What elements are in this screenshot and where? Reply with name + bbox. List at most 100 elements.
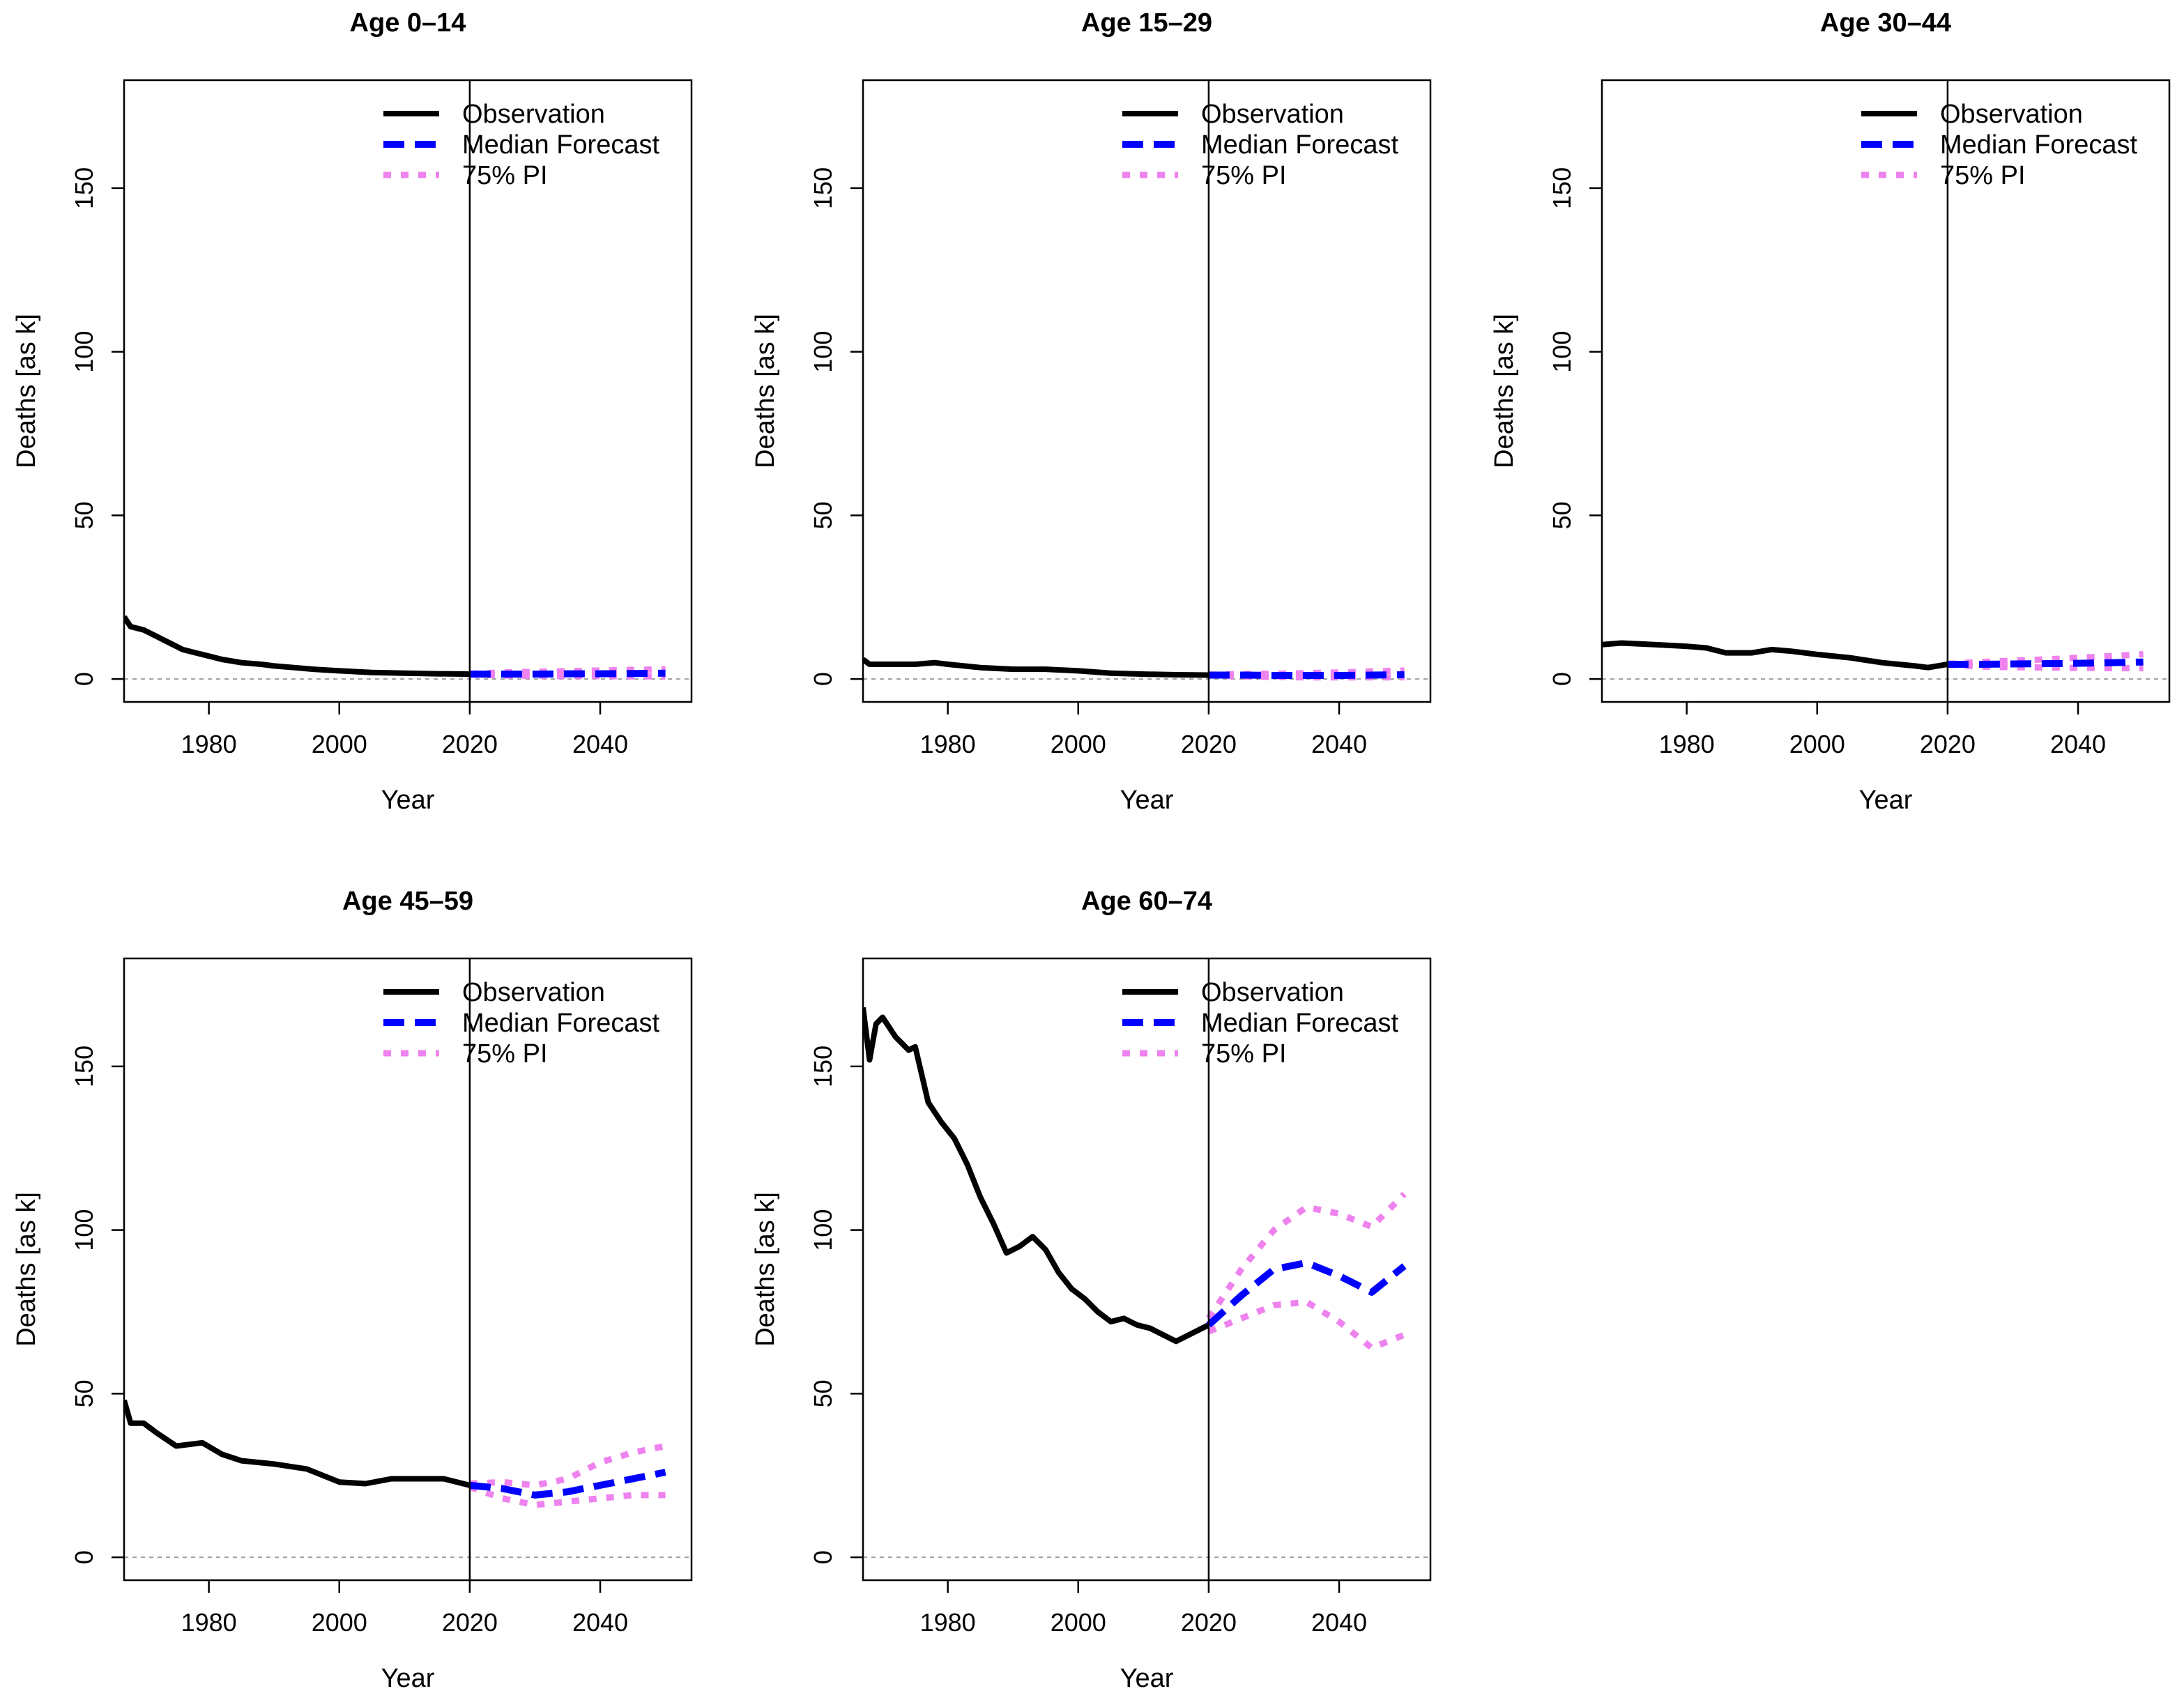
legend-entry-1: Observation [462,100,605,129]
x-axis-label: Year [1120,786,1174,815]
series-observation [863,1007,1210,1345]
y-tick-label: 0 [1548,672,1576,686]
legend-entry-1: Observation [1201,100,1344,129]
plot-area [124,1399,666,1508]
y-tick-label: 100 [809,1209,837,1251]
series-observation [124,615,470,678]
x-tick-label: 1980 [181,1608,237,1637]
x-tick-label: 1980 [181,730,237,758]
panel-title: Age 30–44 [1820,8,1951,38]
x-tick-label: 2020 [1181,1608,1237,1637]
panel-title: Age 45–59 [342,887,473,916]
legend-entry-2: Median Forecast [1201,1009,1398,1038]
legend-entry-3: 75% PI [1940,161,2026,190]
chart-panel-3: Age 30–44 1980 2000 2020 2040 0 50 100 150 Year De… [1490,8,2171,815]
x-tick-label: 2000 [1789,730,1845,758]
chart-panel-5: Age 60–74 1980 2000 2020 2040 0 50 100 150 Year De… [751,887,1432,1693]
series-75-pi-lower [1207,1299,1406,1352]
panel-title: Age 0–14 [350,8,466,38]
y-tick-label: 50 [70,1379,98,1407]
legend-entry-2: Median Forecast [1201,130,1398,160]
series-75-pi-upper [469,666,666,678]
legend-entry-3: 75% PI [1201,161,1287,190]
x-tick-label: 2000 [312,1608,367,1637]
x-tick-label: 2040 [572,1608,628,1637]
y-tick-label: 50 [809,501,837,529]
series-median-forecast [1206,1259,1407,1328]
chart-panel-2: Age 15–29 1980 2000 2020 2040 0 50 100 150 Year De… [751,8,1432,815]
series-observation [863,657,1209,678]
legend-entry-1: Observation [462,978,605,1007]
y-tick-label: 150 [809,1046,837,1087]
plot-frame [123,957,693,1582]
x-tick-label: 2040 [572,730,628,758]
series-observation [124,1399,471,1488]
x-tick-label: 2020 [442,1608,498,1637]
panel-title: Age 15–29 [1081,8,1212,38]
series-75-pi-upper [1947,651,2144,667]
series-75-pi-upper [1206,1191,1407,1320]
legend-entry-1: Observation [1201,978,1344,1007]
x-tick-label: 2020 [1181,730,1237,758]
x-axis-label: Year [381,786,435,815]
x-tick-label: 1980 [920,730,976,758]
y-tick-label: 0 [70,1550,98,1564]
x-tick-label: 2000 [1051,730,1106,758]
panel-title: Age 60–74 [1081,887,1212,916]
plot-frame [1601,79,2171,703]
x-tick-label: 2020 [1920,730,1976,758]
y-tick-label: 100 [70,1209,98,1251]
plot-frame [862,79,1432,703]
x-tick-label: 2040 [1311,1608,1367,1637]
y-tick-label: 0 [809,1550,837,1564]
plot-frame [123,79,693,703]
series-median-forecast [1947,658,2144,668]
y-tick-label: 100 [70,331,98,373]
series-observation [1602,640,1948,671]
y-tick-label: 150 [809,167,837,209]
legend-entry-3: 75% PI [462,1039,548,1069]
x-tick-label: 2000 [312,730,367,758]
x-tick-label: 1980 [1659,730,1715,758]
y-tick-label: 0 [809,672,837,686]
y-axis-label: Deaths [as k] [751,1192,780,1347]
y-tick-label: 150 [1548,167,1576,209]
series-median-forecast [469,669,666,678]
x-tick-label: 1980 [920,1608,976,1637]
legend-entry-2: Median Forecast [462,130,659,160]
y-axis-label: Deaths [as k] [1490,314,1519,468]
legend-entry-1: Observation [1940,100,2083,129]
plot-area [1602,640,2144,672]
plot-area [863,657,1405,681]
legend-entry-2: Median Forecast [1940,130,2137,160]
plot-frame [862,957,1432,1582]
y-tick-label: 100 [1548,331,1576,373]
plot-area [124,615,666,680]
y-axis-label: Deaths [as k] [751,314,780,468]
y-tick-label: 100 [809,331,837,373]
legend-entry-3: 75% PI [1201,1039,1287,1069]
y-tick-label: 0 [70,672,98,686]
x-tick-label: 2020 [442,730,498,758]
x-tick-label: 2040 [2050,730,2106,758]
x-axis-label: Year [381,1664,435,1693]
series-75-pi-upper [1208,667,1405,678]
x-axis-label: Year [1120,1664,1174,1693]
y-tick-label: 50 [809,1379,837,1407]
y-tick-label: 150 [70,1046,98,1087]
x-tick-label: 2040 [1311,730,1367,758]
x-axis-label: Year [1859,786,1913,815]
chart-panel-4: Age 45–59 1980 2000 2020 2040 0 50 100 150 Year De… [12,887,693,1693]
y-axis-label: Deaths [as k] [12,314,41,468]
series-75-pi-lower [1947,661,2144,672]
legend-entry-3: 75% PI [462,161,548,190]
y-axis-label: Deaths [as k] [12,1192,41,1347]
series-median-forecast [469,1469,666,1499]
chart-panel-1: Age 0–14 1980 2000 2020 2040 0 50 100 150 Year Dea… [12,8,693,815]
